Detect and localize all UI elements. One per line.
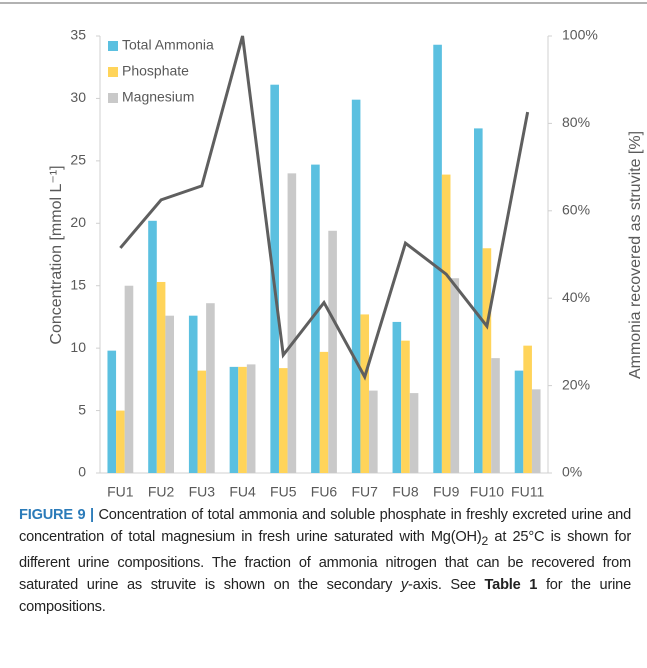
x-tick-label: FU10 — [470, 484, 504, 500]
y-tick-label: 15 — [70, 276, 86, 292]
bar — [514, 370, 524, 473]
bar — [206, 303, 215, 473]
bar — [165, 315, 174, 473]
bar — [107, 350, 117, 473]
x-tick-label: FU3 — [189, 484, 216, 500]
caption-subscript: 2 — [481, 533, 489, 548]
x-tick-label: FU9 — [433, 484, 460, 500]
caption-text: for the urine compositions. — [19, 576, 631, 615]
y-tick-label: 30 — [70, 89, 86, 105]
bar — [124, 285, 134, 473]
table-reference: Table 1 — [484, 576, 538, 593]
y2-axis-label: Ammonia recovered as struvite [%] — [627, 131, 644, 379]
bar — [197, 370, 207, 473]
bar — [188, 315, 198, 473]
bar — [287, 173, 297, 474]
y-axis-label: Concentration [mmol L⁻¹] — [48, 165, 65, 344]
bar — [156, 281, 166, 473]
legend-swatch — [108, 67, 118, 77]
legend-label: Total Ammonia — [122, 37, 214, 53]
y2-tick-label: 40% — [562, 289, 590, 305]
figure-label: FIGURE 9 | — [19, 507, 94, 523]
bar — [450, 278, 460, 473]
bar — [369, 390, 378, 473]
y-tick-label: 20 — [70, 214, 86, 230]
x-tick-label: FU7 — [352, 484, 379, 500]
bar — [482, 248, 492, 473]
bar — [433, 44, 442, 474]
bar — [409, 393, 419, 473]
legend-swatch — [108, 93, 118, 103]
bar — [238, 366, 247, 473]
x-tick-label: FU4 — [229, 484, 256, 500]
bar — [311, 164, 320, 474]
bar — [229, 366, 239, 473]
bar — [116, 410, 125, 473]
bar — [148, 220, 157, 473]
caption-text: -axis. See — [408, 576, 485, 593]
y-tick-label: 35 — [70, 27, 86, 43]
bar — [246, 364, 256, 473]
x-tick-label: FU8 — [392, 484, 419, 500]
y-tick-label: 10 — [70, 339, 86, 355]
x-tick-label: FU2 — [148, 484, 175, 500]
y2-tick-label: 80% — [562, 114, 590, 130]
bar — [278, 368, 288, 473]
bar — [474, 128, 483, 473]
x-tick-label: FU1 — [107, 484, 134, 500]
bar — [328, 230, 337, 473]
y2-tick-label: 100% — [562, 27, 598, 43]
bar — [392, 321, 402, 473]
legend-label: Magnesium — [122, 89, 194, 105]
legend-label: Phosphate — [122, 63, 189, 79]
y-tick-label: 5 — [78, 401, 86, 417]
y-tick-label: 0 — [78, 464, 86, 480]
legend-swatch — [108, 41, 118, 51]
bar — [360, 314, 370, 473]
bar — [491, 358, 500, 473]
x-tick-label: FU6 — [311, 484, 338, 500]
y-tick-label: 25 — [70, 152, 86, 168]
chart: Concentration [mmol L⁻¹] Ammonia recover… — [0, 2, 647, 500]
x-tick-label: FU11 — [511, 484, 544, 500]
bar — [319, 351, 329, 473]
caption: FIGURE 9 | Concentration of total ammoni… — [19, 504, 631, 618]
bar — [351, 99, 361, 474]
bar — [523, 345, 532, 473]
bar — [441, 174, 451, 473]
y2-tick-label: 60% — [562, 202, 590, 218]
y2-tick-label: 20% — [562, 376, 590, 392]
caption-text: at 25°C is shown for different urine com… — [19, 529, 631, 593]
line-series — [119, 35, 530, 381]
caption-text: Concentration of total ammonia and solub… — [19, 507, 631, 545]
x-tick-label: FU5 — [270, 484, 297, 500]
y2-tick-label: 0% — [562, 464, 582, 480]
bar — [531, 389, 541, 473]
caption-italic: y — [400, 576, 409, 593]
bar — [401, 340, 410, 473]
